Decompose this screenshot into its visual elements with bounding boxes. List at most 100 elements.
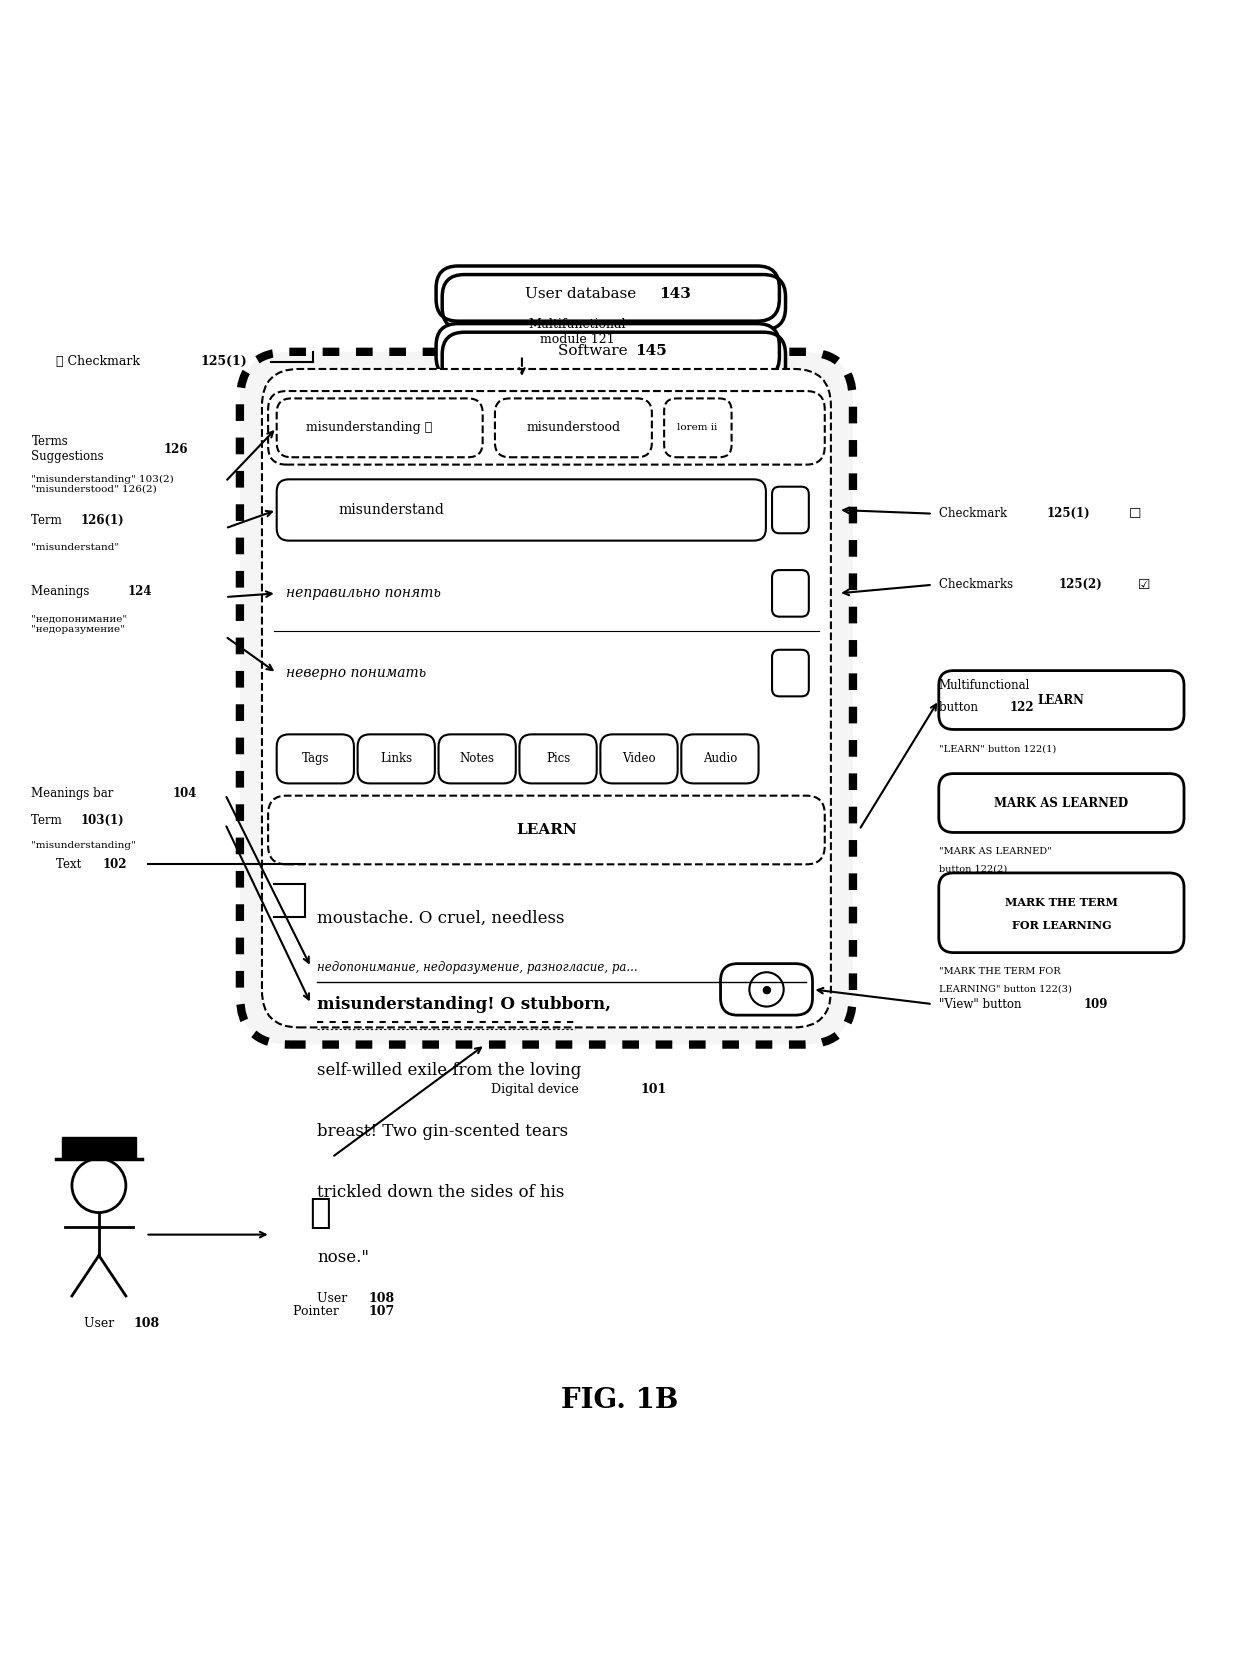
Text: self-willed exile from the loving: self-willed exile from the loving (317, 1062, 582, 1079)
Text: FOR LEARNING: FOR LEARNING (1012, 920, 1111, 931)
Text: "misunderstand": "misunderstand" (31, 543, 119, 553)
Text: Notes: Notes (460, 752, 495, 765)
FancyBboxPatch shape (681, 734, 759, 784)
Text: 125(1): 125(1) (1047, 508, 1090, 520)
FancyBboxPatch shape (939, 873, 1184, 953)
FancyBboxPatch shape (439, 734, 516, 784)
FancyBboxPatch shape (495, 398, 652, 456)
FancyBboxPatch shape (773, 486, 808, 533)
Text: 125(1): 125(1) (201, 355, 248, 369)
Text: MARK AS LEARNED: MARK AS LEARNED (994, 797, 1128, 810)
Text: "misunderstanding" 103(2)
"misunderstood" 126(2): "misunderstanding" 103(2) "misunderstood… (31, 475, 174, 495)
Text: Meanings bar: Meanings bar (31, 787, 118, 800)
Text: trickled down the sides of his: trickled down the sides of his (317, 1185, 564, 1202)
Text: "View" button: "View" button (939, 998, 1025, 1011)
FancyBboxPatch shape (436, 324, 780, 378)
Text: Meanings: Meanings (31, 584, 93, 598)
Text: 104: 104 (172, 787, 197, 800)
FancyBboxPatch shape (720, 964, 812, 1016)
Text: 143: 143 (660, 287, 691, 300)
Text: "MARK THE TERM FOR: "MARK THE TERM FOR (939, 968, 1060, 976)
Text: 108: 108 (133, 1316, 160, 1330)
FancyBboxPatch shape (277, 803, 816, 857)
Text: 108: 108 (368, 1291, 394, 1305)
Text: "недопонимание"
"недоразумение": "недопонимание" "недоразумение" (31, 614, 128, 634)
FancyBboxPatch shape (357, 734, 435, 784)
FancyBboxPatch shape (277, 480, 766, 541)
FancyBboxPatch shape (773, 649, 808, 696)
FancyBboxPatch shape (268, 392, 825, 465)
Text: 103(1): 103(1) (81, 813, 124, 827)
Text: FIG. 1B: FIG. 1B (562, 1386, 678, 1414)
Text: 107: 107 (368, 1305, 394, 1318)
Text: nose.": nose." (317, 1250, 370, 1267)
Text: 109: 109 (1084, 998, 1107, 1011)
Text: breast! Two gin-scented tears: breast! Two gin-scented tears (317, 1124, 568, 1140)
Text: LEARNING" button 122(3): LEARNING" button 122(3) (939, 984, 1071, 993)
Text: Digital device: Digital device (491, 1084, 583, 1097)
Text: misunderstood: misunderstood (526, 422, 620, 435)
Text: moustache. O cruel, needless: moustache. O cruel, needless (317, 910, 564, 926)
Text: недопонимание, недоразумение, разногласие, ра...: недопонимание, недоразумение, разногласи… (317, 961, 637, 974)
Text: User: User (317, 1291, 351, 1305)
Text: "MARK AS LEARNED": "MARK AS LEARNED" (939, 847, 1052, 857)
Text: Text: Text (56, 858, 86, 872)
Text: Checkmark: Checkmark (939, 508, 1011, 520)
Text: "LEARN" button 122(1): "LEARN" button 122(1) (939, 744, 1056, 754)
FancyBboxPatch shape (436, 266, 780, 320)
Text: неверно понимать: неверно понимать (286, 666, 427, 681)
Text: Multifunctional: Multifunctional (939, 679, 1030, 692)
Text: User database: User database (526, 287, 641, 300)
FancyBboxPatch shape (520, 734, 596, 784)
Text: button: button (939, 701, 982, 714)
Text: 101: 101 (641, 1084, 667, 1097)
Text: MARK THE TERM: MARK THE TERM (1004, 898, 1117, 908)
Text: Tags: Tags (301, 752, 329, 765)
Text: misunderstanding ☑: misunderstanding ☑ (305, 422, 432, 435)
FancyBboxPatch shape (268, 795, 825, 865)
Text: lorem ii: lorem ii (677, 423, 718, 432)
FancyBboxPatch shape (939, 774, 1184, 832)
Text: Term: Term (31, 513, 66, 526)
Text: LEARN: LEARN (1038, 694, 1085, 707)
Text: 126(1): 126(1) (81, 513, 124, 526)
FancyBboxPatch shape (773, 569, 808, 616)
Text: Multifunctional
module 121: Multifunctional module 121 (528, 317, 626, 345)
FancyBboxPatch shape (239, 352, 853, 1044)
Text: 126: 126 (164, 443, 188, 455)
FancyBboxPatch shape (600, 734, 677, 784)
FancyBboxPatch shape (262, 369, 831, 1028)
Text: Pics: Pics (546, 752, 570, 765)
Text: misunderstand: misunderstand (339, 503, 444, 516)
Text: Software: Software (558, 344, 632, 359)
Text: 145: 145 (635, 344, 667, 359)
Text: Checkmarks: Checkmarks (939, 578, 1017, 591)
Text: 102: 102 (103, 858, 126, 872)
FancyBboxPatch shape (277, 398, 482, 456)
Text: 🖐: 🖐 (309, 1195, 330, 1230)
Text: ☑: ☑ (1137, 578, 1149, 591)
Text: ☐: ☐ (1128, 506, 1141, 521)
Polygon shape (62, 1137, 135, 1159)
Text: User: User (84, 1316, 119, 1330)
FancyBboxPatch shape (665, 398, 732, 456)
Text: LEARN: LEARN (516, 823, 577, 837)
Text: "misunderstanding": "misunderstanding" (31, 842, 136, 850)
Text: 122: 122 (1009, 701, 1034, 714)
Text: button 122(2): button 122(2) (939, 865, 1007, 873)
Text: Video: Video (622, 752, 656, 765)
Text: 125(2): 125(2) (1059, 578, 1102, 591)
Text: misunderstanding! O stubborn,: misunderstanding! O stubborn, (317, 996, 611, 1013)
Text: Audio: Audio (703, 752, 737, 765)
Text: неправильно понять: неправильно понять (286, 586, 441, 601)
Text: Term: Term (31, 813, 66, 827)
Text: Terms
Suggestions: Terms Suggestions (31, 435, 108, 463)
Text: ●: ● (761, 984, 771, 994)
Text: 124: 124 (128, 584, 151, 598)
Text: ☑ Checkmark: ☑ Checkmark (56, 355, 144, 369)
FancyBboxPatch shape (277, 734, 353, 784)
FancyBboxPatch shape (939, 671, 1184, 729)
Text: Links: Links (381, 752, 412, 765)
Text: Pointer: Pointer (293, 1305, 342, 1318)
